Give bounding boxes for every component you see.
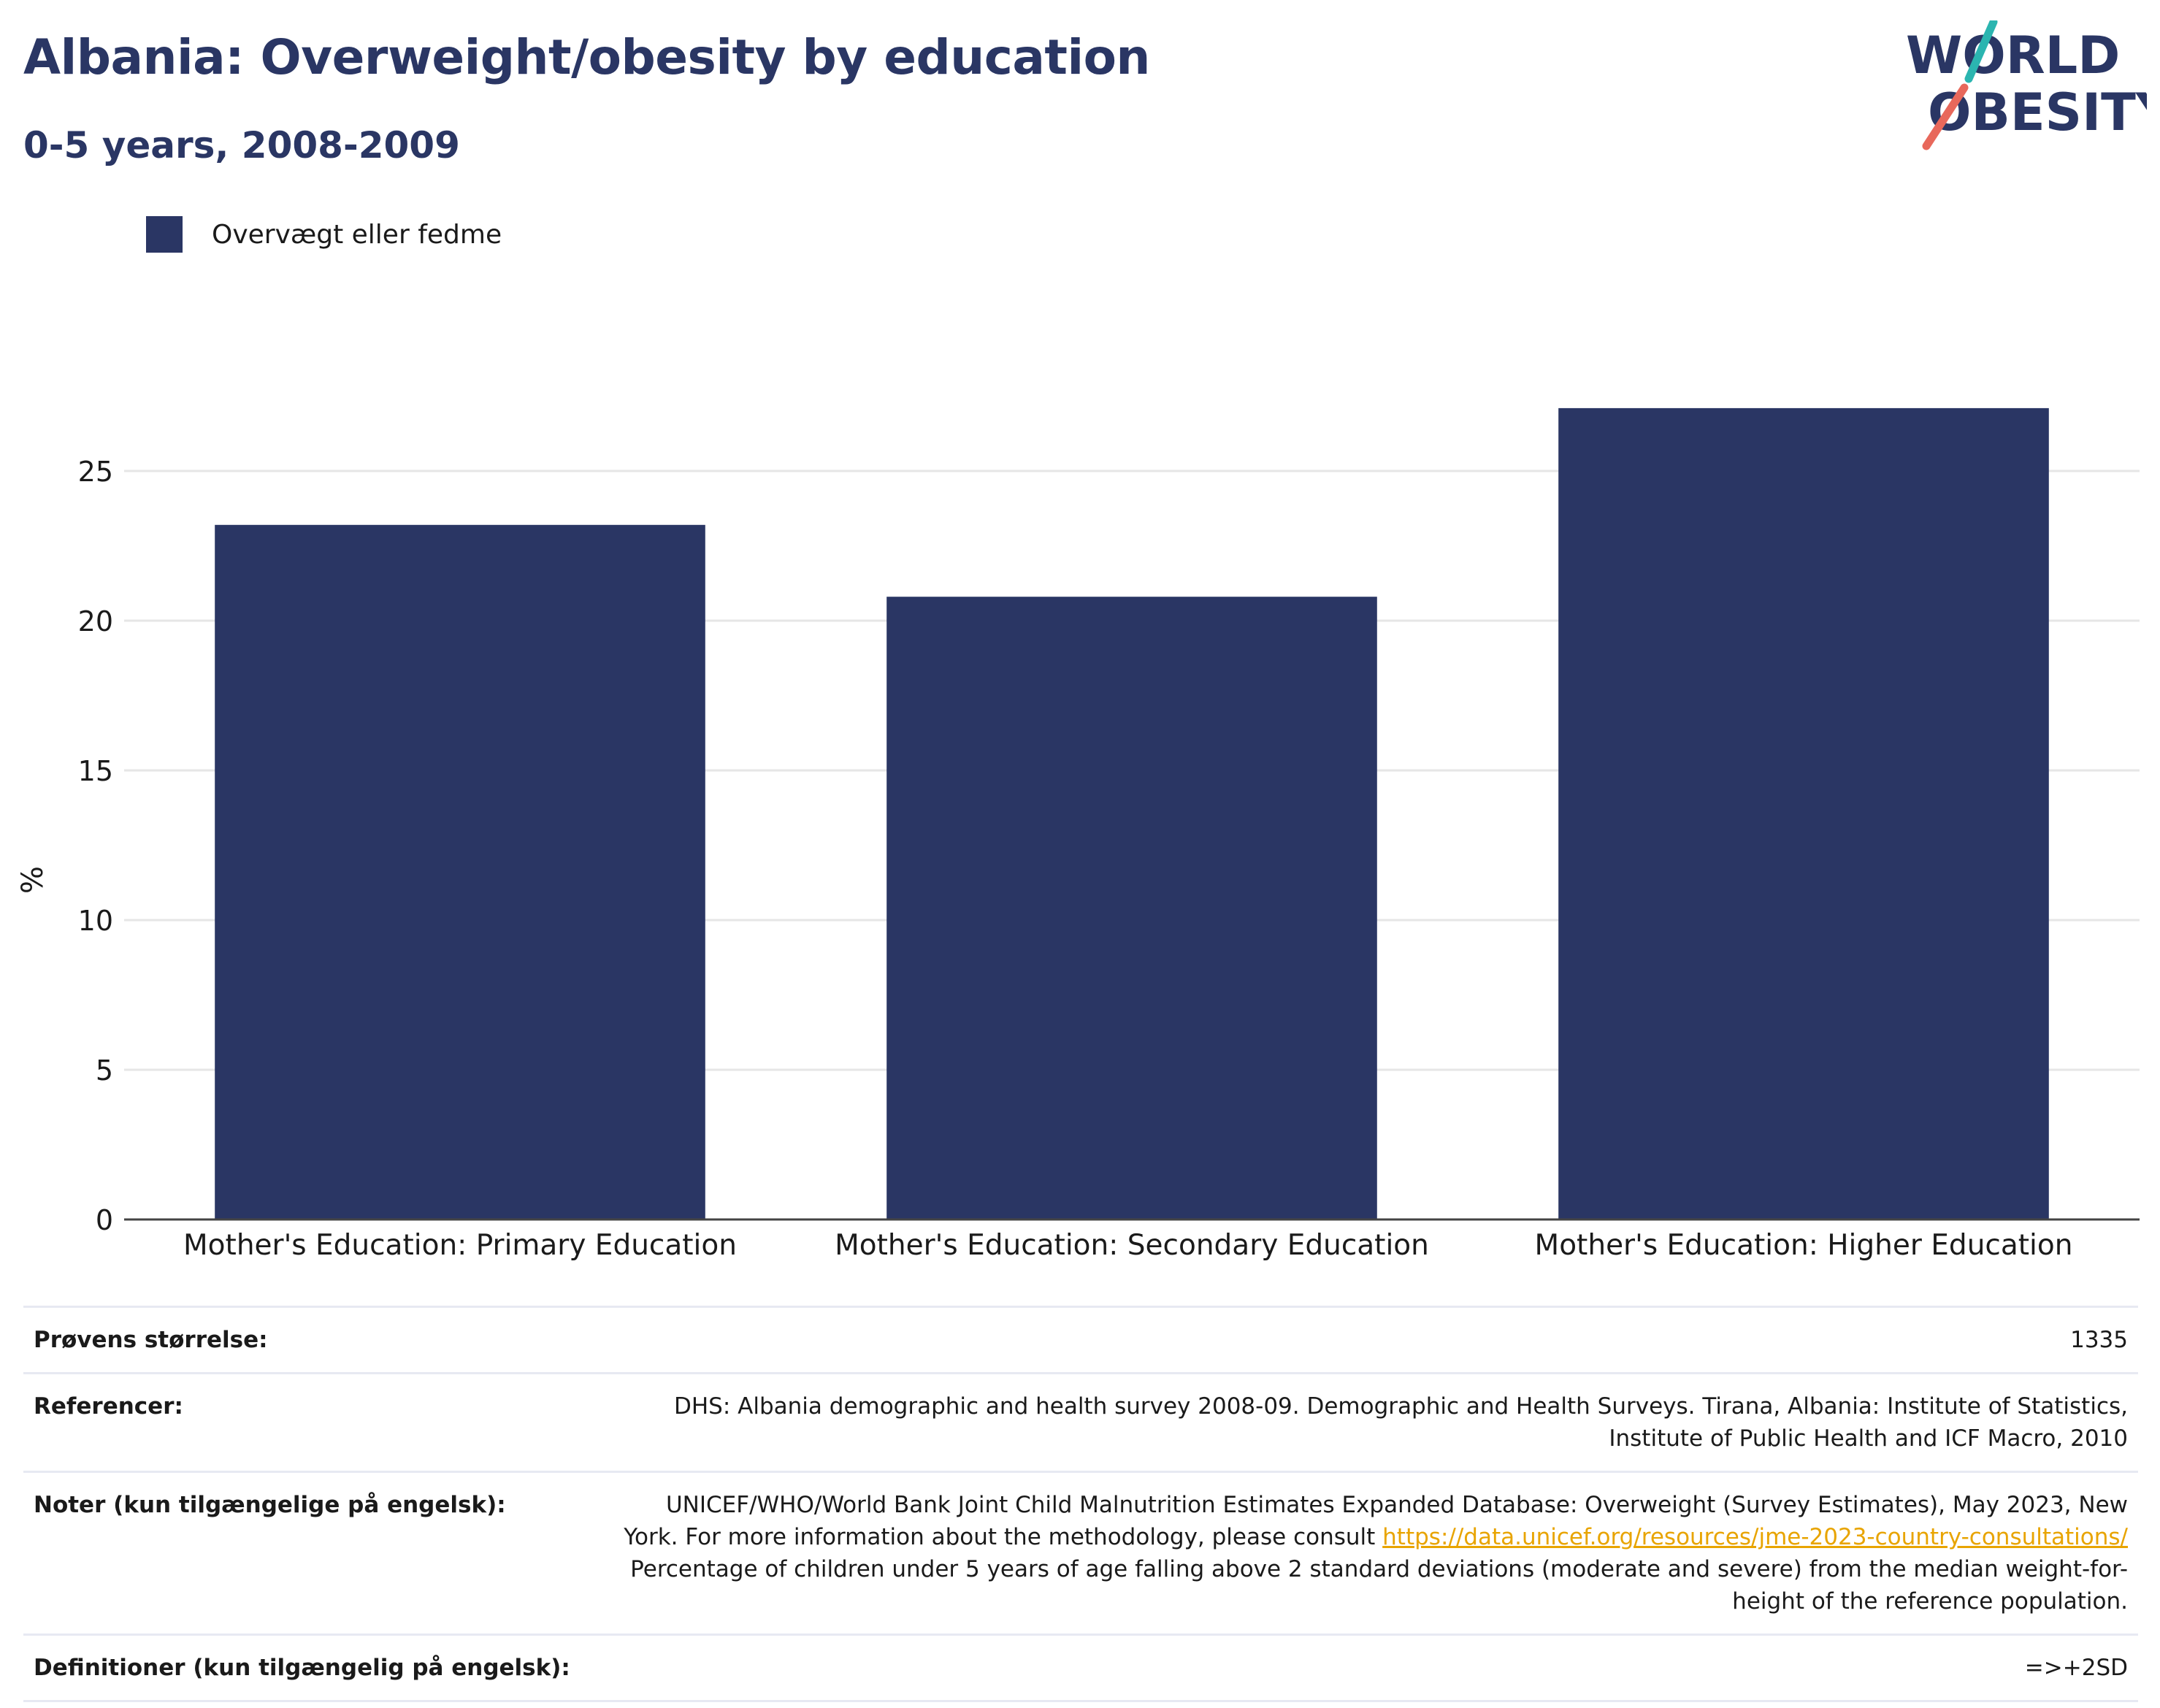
x-tick-label: Mother's Education: Primary Education <box>183 1229 737 1262</box>
y-tick-label: 0 <box>96 1204 113 1236</box>
world-obesity-logo: WORLD OBESITY <box>1906 20 2147 150</box>
definitions-label: Definitioner (kun tilgængelig på engelsk… <box>34 1655 570 1682</box>
info-row-notes: Noter (kun tilgængelige på engelsk): UNI… <box>23 1471 2138 1635</box>
notes-value: UNICEF/WHO/World Bank Joint Child Malnut… <box>599 1472 2138 1635</box>
bar-chart: 0 5 10 15 20 25 Mother's Education: Primary E… <box>16 407 2140 1262</box>
chart-legend[interactable]: Overvægt eller fedme <box>146 216 502 253</box>
y-tick-label: 20 <box>78 605 113 637</box>
y-tick-label: 5 <box>96 1054 113 1087</box>
notes-text-2: Percentage of children under 5 years of … <box>630 1556 2128 1615</box>
notes-text-1: UNICEF/WHO/World Bank Joint Child Malnut… <box>624 1492 2128 1551</box>
x-tick-label: Mother's Education: Higher Education <box>1535 1229 2073 1262</box>
info-row-references: Referencer: DHS: Albania demographic and… <box>23 1373 2138 1472</box>
y-axis-label: % <box>16 866 50 894</box>
y-tick-labels: 0 5 10 15 20 25 <box>78 456 113 1236</box>
references-value: DHS: Albania demographic and health surv… <box>674 1393 2128 1452</box>
sample-size-value: 1335 <box>2070 1327 2128 1353</box>
chart-subtitle: 0-5 years, 2008-2009 <box>23 124 460 166</box>
notes-label: Noter (kun tilgængelige på engelsk): <box>34 1492 506 1519</box>
y-tick-label: 15 <box>78 755 113 787</box>
sample-size-label: Prøvens størrelse: <box>34 1327 268 1353</box>
info-table: Prøvens størrelse: 1335 Referencer: DHS:… <box>23 1306 2138 1702</box>
definitions-value: =>+2SD <box>2024 1655 2128 1682</box>
bar[interactable] <box>215 524 705 1219</box>
y-tick-label: 25 <box>78 456 113 488</box>
bars <box>215 407 2049 1219</box>
legend-swatch <box>146 216 183 253</box>
bar[interactable] <box>886 597 1377 1219</box>
info-row-sample-size: Prøvens størrelse: 1335 <box>23 1306 2138 1374</box>
notes-link[interactable]: https://data.unicef.org/resources/jme-20… <box>1382 1524 2128 1551</box>
logo-world-text: WORLD <box>1906 26 2120 85</box>
chart-title: Albania: Overweight/obesity by education <box>23 29 1150 85</box>
logo-coral-slash <box>1922 83 1969 150</box>
references-label: Referencer: <box>34 1393 183 1420</box>
x-tick-label: Mother's Education: Secondary Education <box>835 1229 1429 1262</box>
bar[interactable] <box>1558 407 2049 1219</box>
y-tick-label: 10 <box>78 905 113 937</box>
legend-label: Overvægt eller fedme <box>212 219 502 250</box>
logo-teal-slash <box>1964 20 1998 83</box>
x-tick-labels: Mother's Education: Primary Education Mot… <box>183 1229 2072 1262</box>
info-row-definitions: Definitioner (kun tilgængelig på engelsk… <box>23 1634 2138 1701</box>
